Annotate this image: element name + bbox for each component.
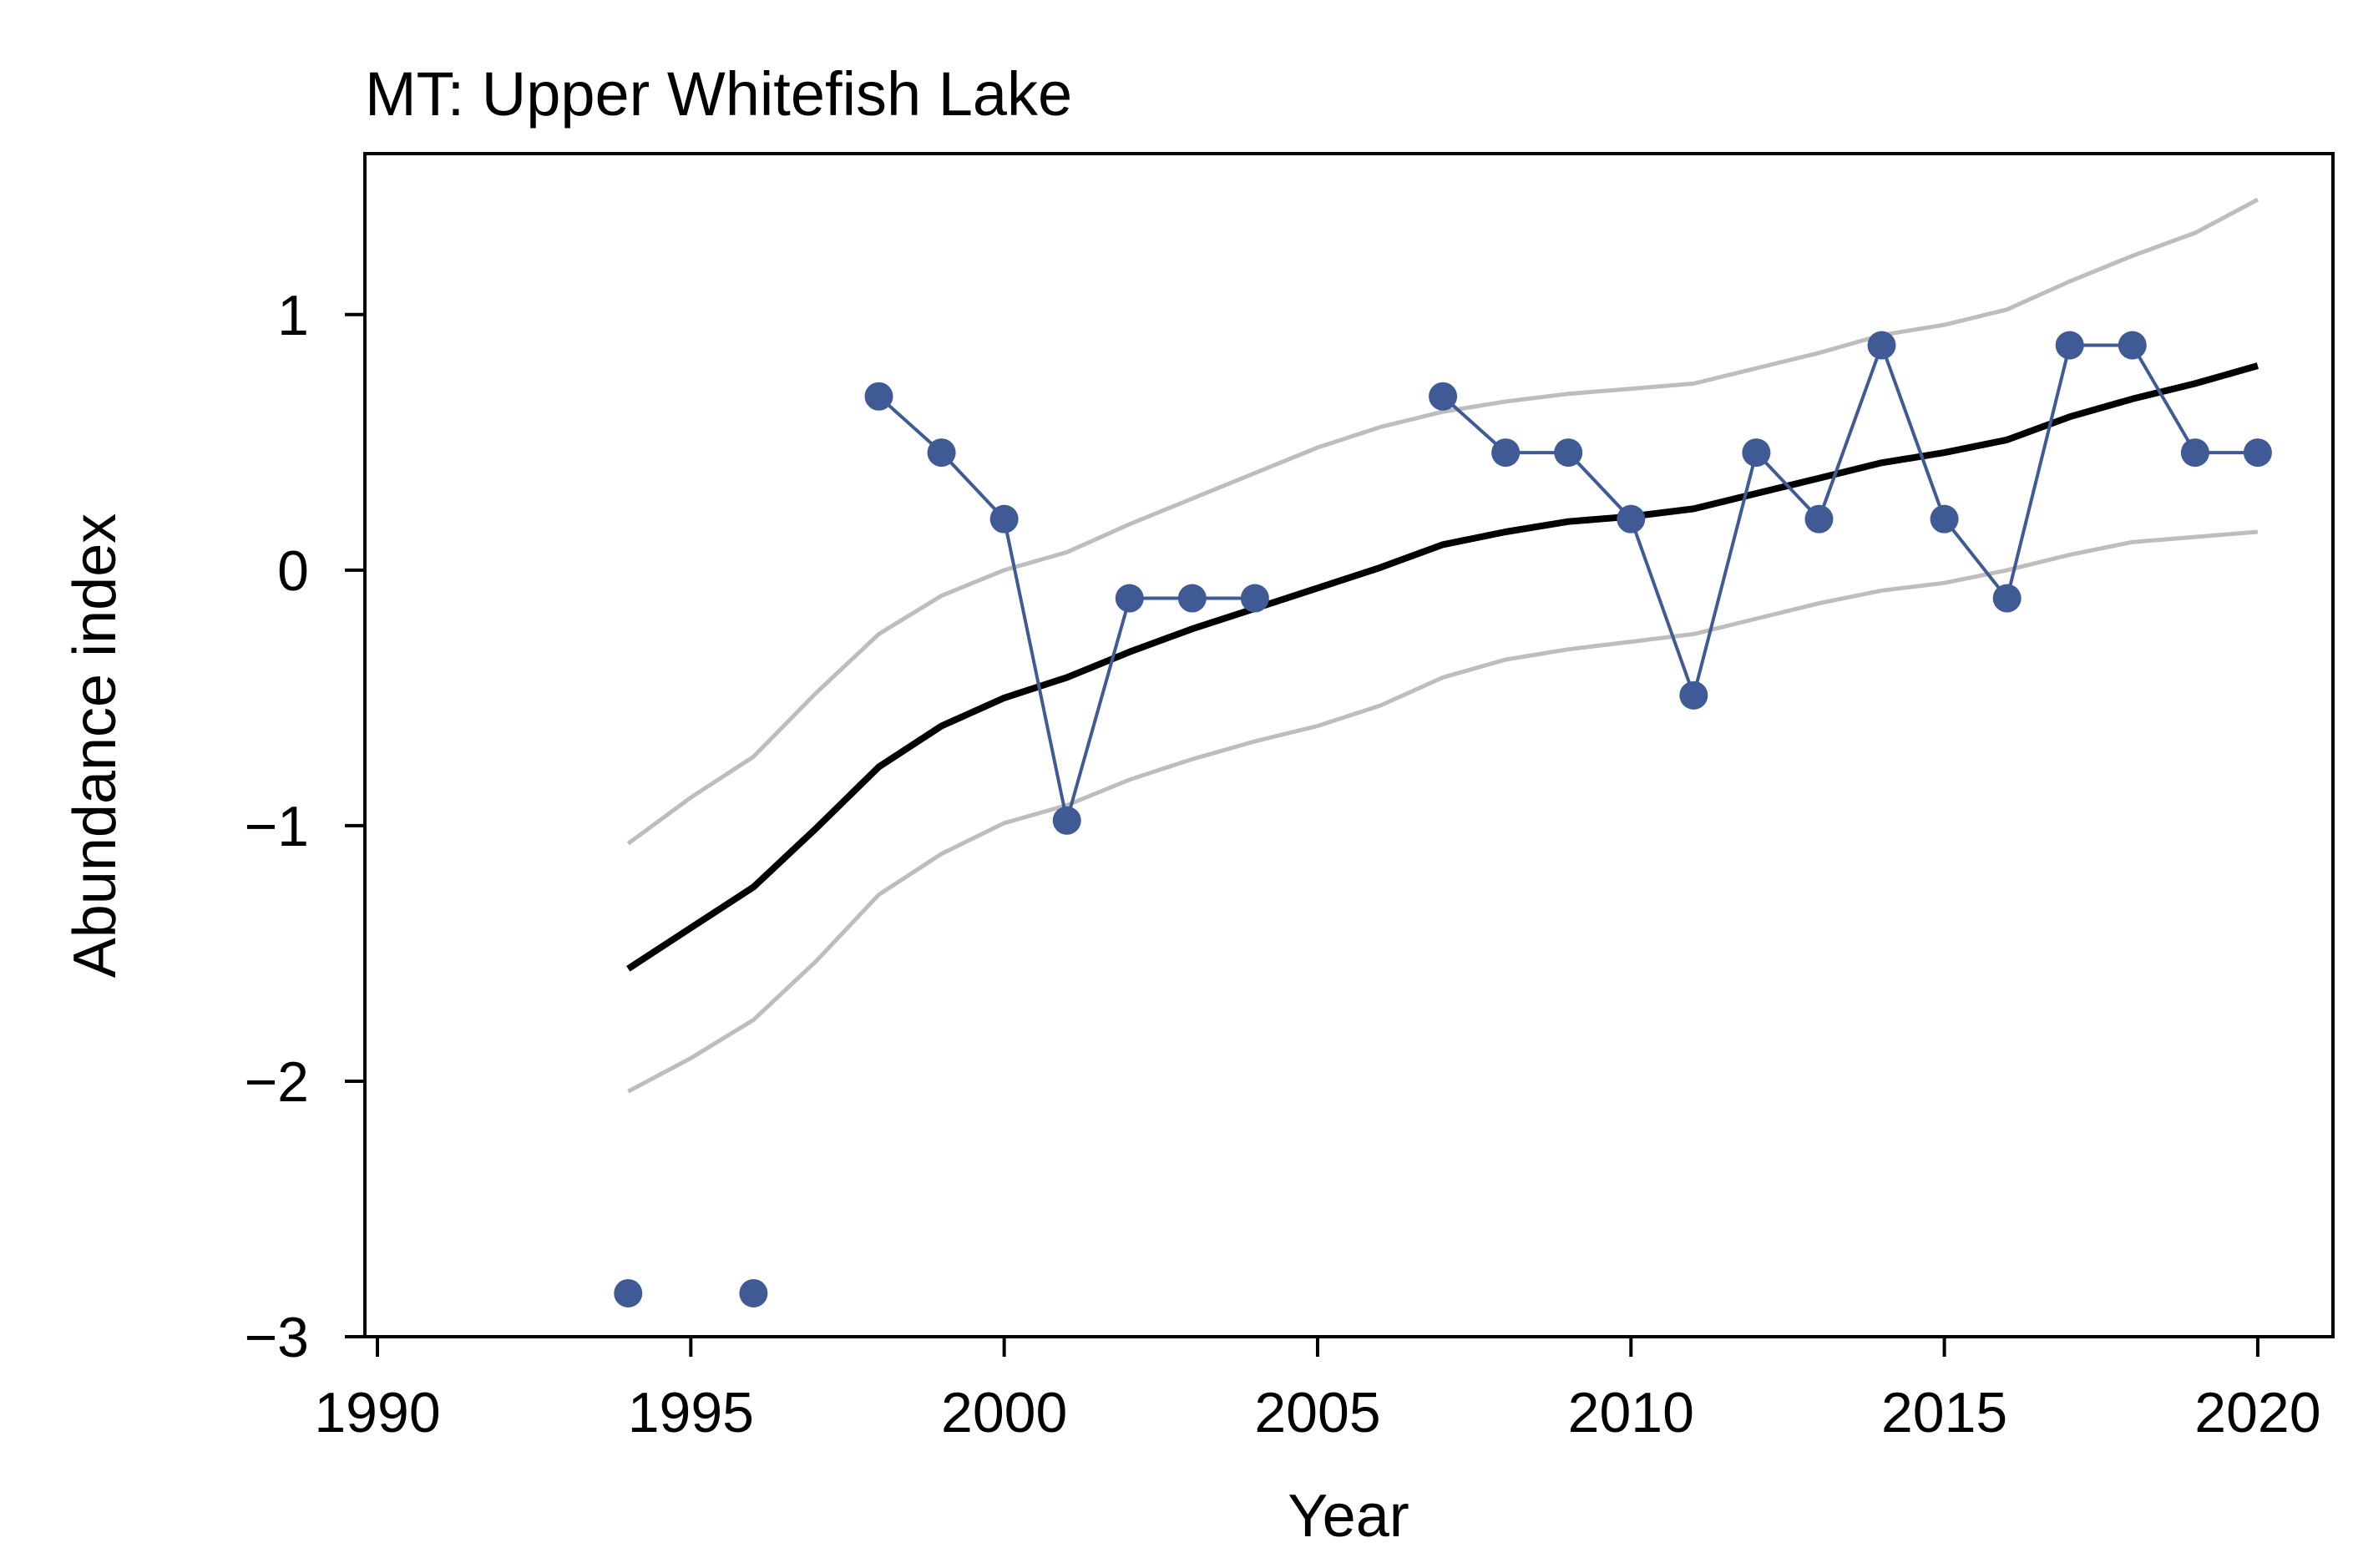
lower-bound-line [627, 529, 2259, 1094]
x-axis-label: Year [1288, 1483, 1409, 1550]
x-tick-label: 2000 [941, 1381, 1067, 1444]
y-axis-label: Abundance index [62, 513, 129, 978]
trend-polyline [626, 362, 2259, 972]
observed-point [864, 382, 893, 411]
observed-point [1177, 584, 1207, 613]
x-tick-label: 1995 [628, 1381, 754, 1444]
observed-point [2055, 331, 2084, 360]
y-tick-label: −2 [244, 1050, 309, 1114]
trend-line [626, 362, 2259, 972]
y-tick-label: −3 [244, 1306, 309, 1369]
observed-point [1930, 504, 1959, 534]
y-tick-label: 1 [277, 284, 309, 347]
observed-point [1052, 806, 1081, 835]
observed-point [1429, 382, 1458, 411]
y-axis: −3 −2 −1 0 1 [244, 284, 365, 1369]
observed-point [1554, 438, 1583, 468]
observed-point [1491, 438, 1521, 468]
observed-point [2180, 438, 2209, 468]
observed-point [1617, 504, 1646, 534]
observed-point [989, 504, 1019, 534]
x-tick-label: 1990 [314, 1381, 440, 1444]
observed-point [1867, 331, 1896, 360]
confidence-bounds [626, 197, 2259, 1094]
x-tick-label: 2015 [1881, 1381, 2007, 1444]
observed-point [1240, 584, 1269, 613]
observed-point [1804, 504, 1834, 534]
observed-point [927, 438, 956, 468]
x-axis: 1990 1995 2000 2005 2010 2015 2020 [314, 1335, 2321, 1444]
observed-point [614, 1278, 643, 1308]
observed-series [614, 331, 2272, 1308]
y-tick-label: 0 [277, 539, 309, 603]
chart-title: MT: Upper Whitefish Lake [365, 59, 1072, 129]
observed-point [1115, 584, 1144, 613]
observed-point [1679, 680, 1708, 710]
observed-point [1742, 438, 1771, 468]
x-tick-label: 2020 [2194, 1381, 2320, 1444]
observed-point [2243, 438, 2272, 468]
observed-point [1992, 584, 2022, 613]
plot-frame [363, 152, 2335, 1338]
observed-point [2118, 331, 2147, 360]
observed-point [739, 1278, 768, 1308]
x-tick-label: 2005 [1254, 1381, 1380, 1444]
y-tick-label: −1 [244, 795, 309, 858]
upper-bound-line [626, 197, 2259, 846]
x-tick-label: 2010 [1568, 1381, 1694, 1444]
